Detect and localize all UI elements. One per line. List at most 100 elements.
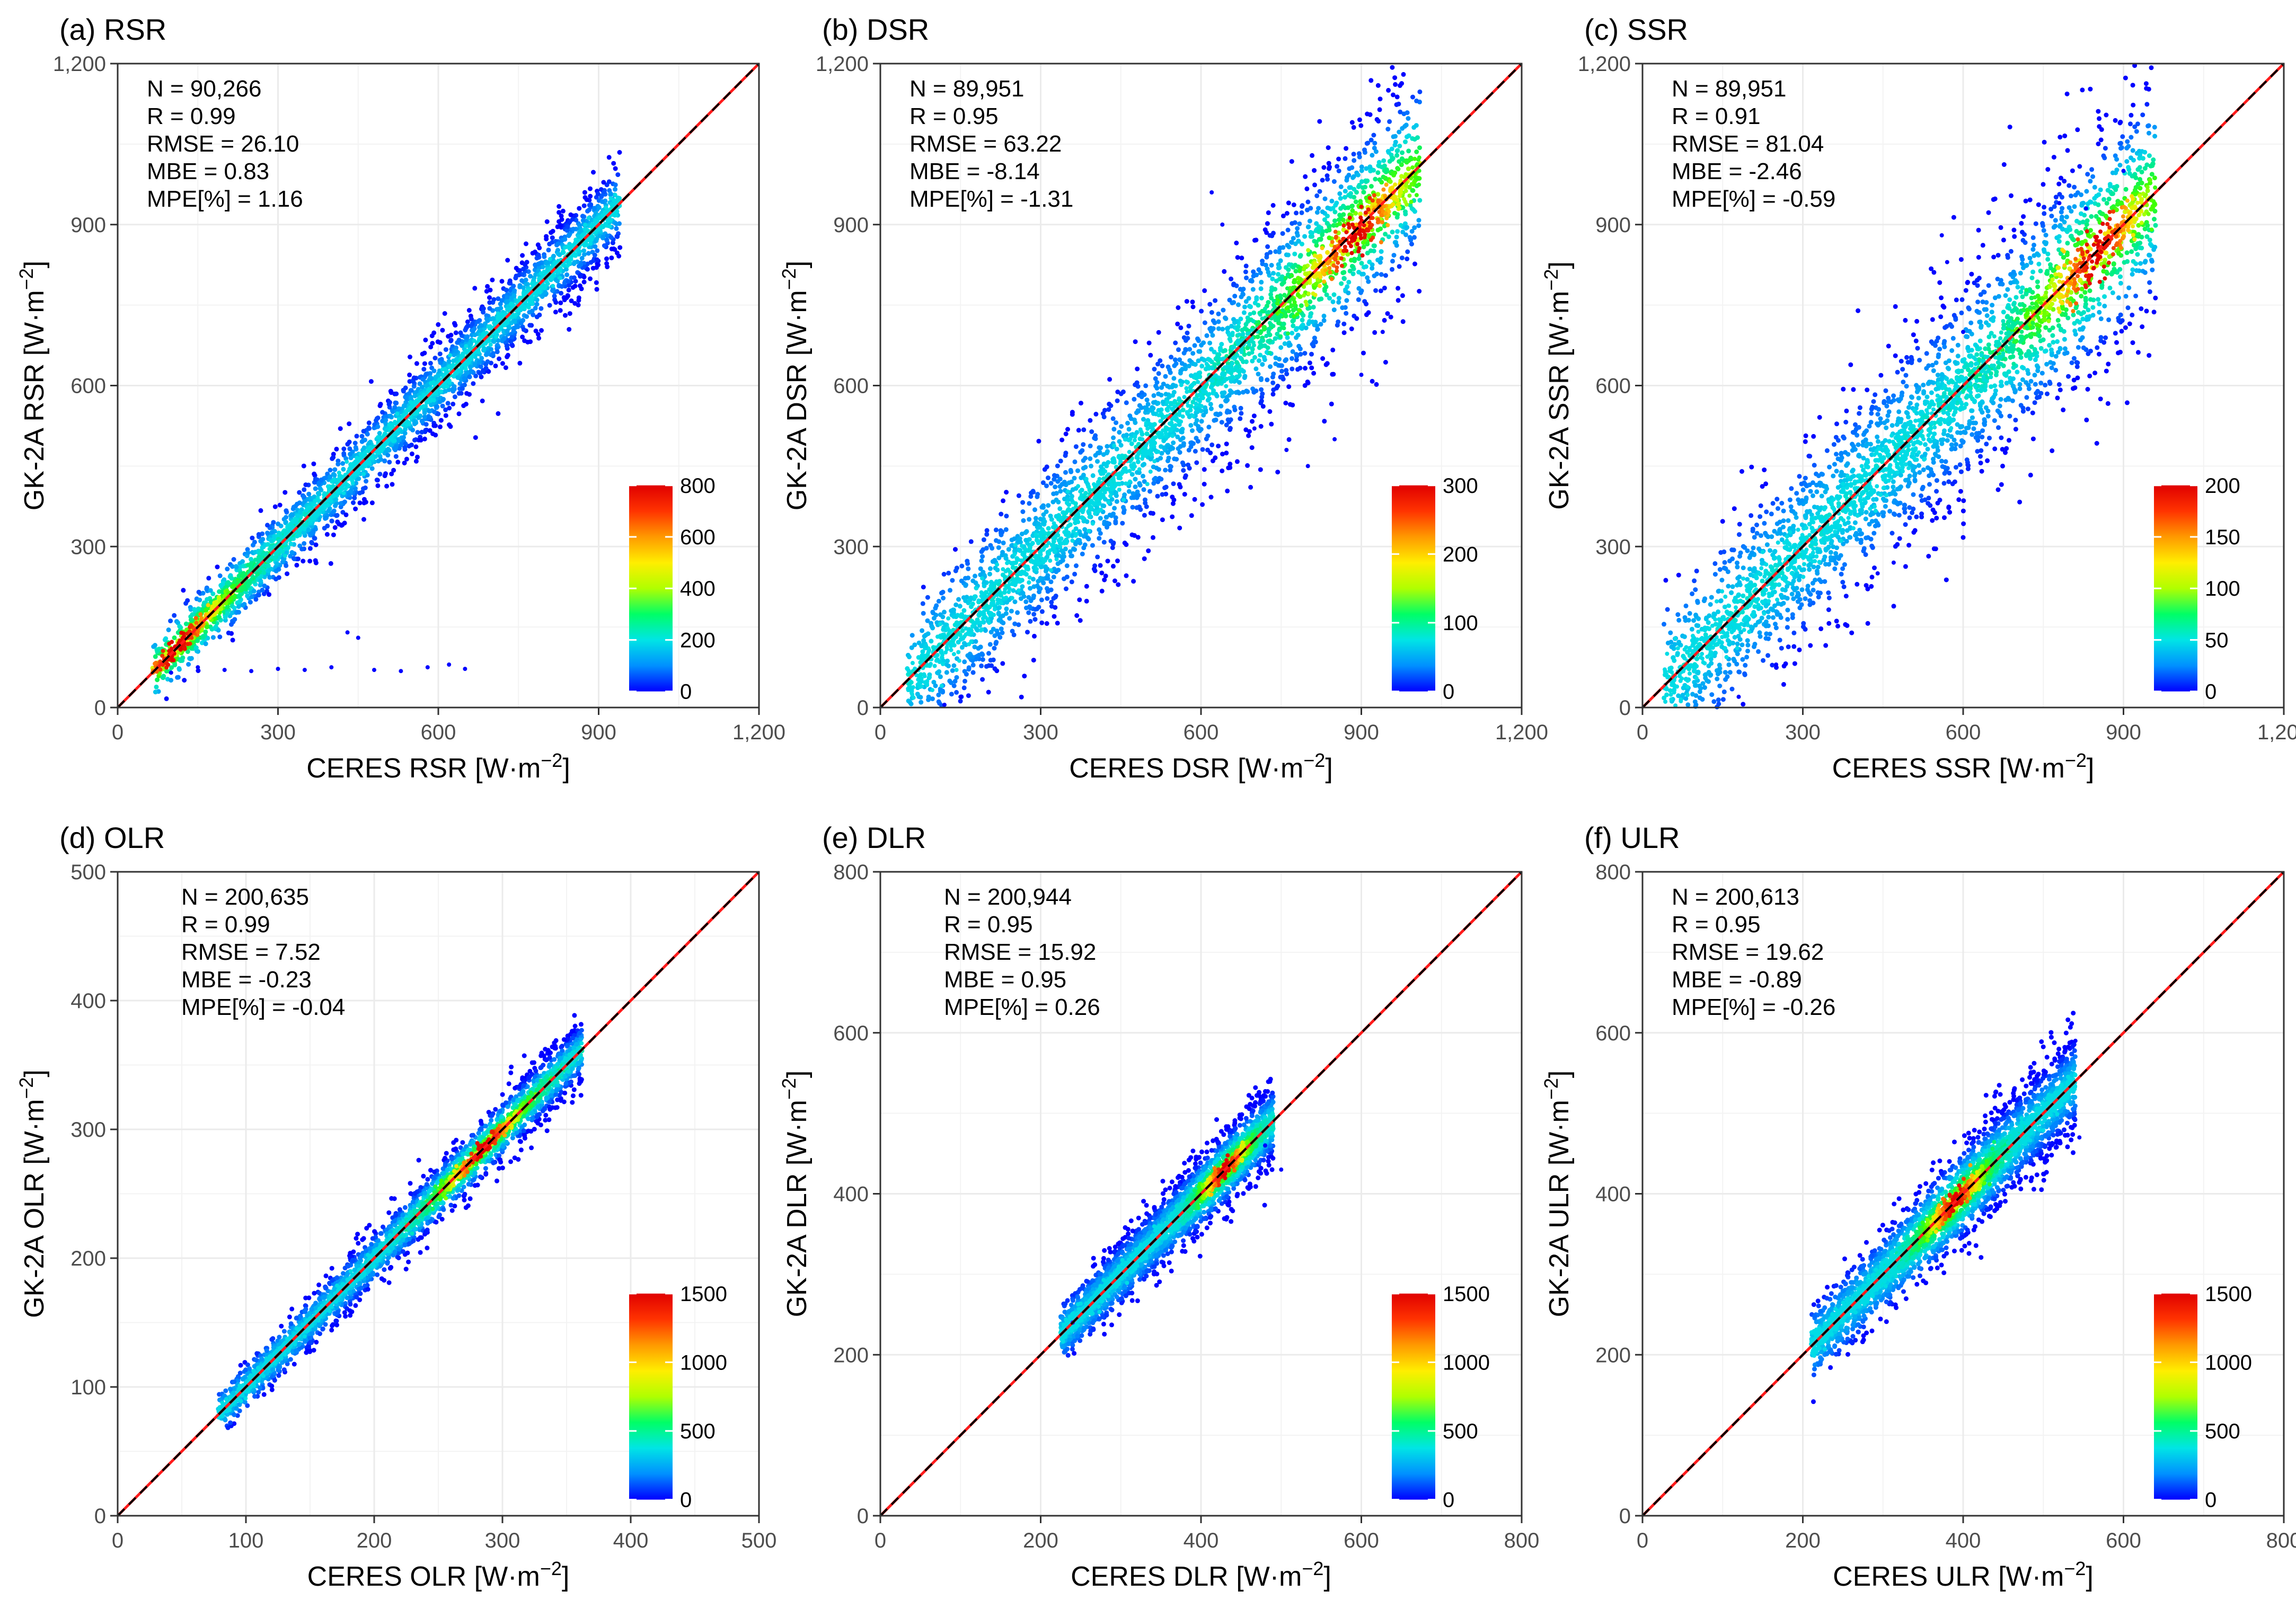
density-point — [380, 410, 385, 415]
density-point — [443, 367, 447, 372]
density-point — [1396, 286, 1401, 291]
density-point — [595, 248, 600, 253]
density-point — [505, 354, 510, 359]
density-point — [383, 418, 388, 423]
density-point — [1063, 546, 1068, 552]
stats-line: MPE[%] = 1.16 — [147, 186, 303, 212]
density-point — [1385, 127, 1391, 132]
density-point — [1390, 267, 1394, 272]
density-point — [408, 355, 412, 359]
density-point — [1063, 450, 1068, 456]
density-point — [1117, 430, 1122, 435]
density-point — [413, 458, 419, 464]
density-point — [608, 235, 614, 240]
density-point — [1097, 445, 1102, 450]
density-point — [1190, 351, 1196, 356]
density-point — [1178, 325, 1184, 330]
density-point — [176, 666, 182, 671]
density-point — [1055, 621, 1060, 626]
density-point — [214, 599, 219, 604]
density-point — [1172, 357, 1178, 363]
density-point — [1397, 264, 1402, 269]
density-point — [559, 213, 564, 218]
density-point — [306, 491, 312, 497]
density-point — [439, 389, 444, 394]
x-tick-label: 1,200 — [732, 721, 785, 744]
density-point — [1395, 166, 1400, 171]
density-point — [1390, 259, 1395, 264]
density-point — [253, 558, 258, 562]
density-point — [1415, 135, 1420, 140]
colorbar-tick-label: 600 — [680, 526, 716, 549]
density-point — [249, 556, 253, 562]
density-point — [1368, 78, 1374, 83]
stats-line: RMSE = 26.10 — [147, 131, 299, 157]
density-point — [277, 502, 282, 508]
density-point — [547, 303, 552, 308]
density-point — [595, 191, 601, 197]
density-point — [599, 199, 605, 204]
density-point — [1377, 177, 1382, 182]
density-point — [1372, 330, 1377, 335]
outlier-point — [249, 669, 254, 674]
density-point — [402, 403, 407, 408]
density-point — [1073, 444, 1079, 449]
density-point — [954, 675, 959, 680]
density-point — [1406, 166, 1411, 172]
y-tick-label: 1,200 — [53, 52, 106, 76]
density-point — [617, 150, 622, 155]
density-point — [1093, 411, 1099, 417]
density-point — [594, 280, 599, 285]
density-point — [270, 545, 274, 550]
density-point — [1195, 336, 1200, 341]
density-point — [1125, 420, 1130, 426]
density-point — [1371, 132, 1376, 138]
density-point — [1322, 196, 1328, 201]
density-point — [1199, 308, 1204, 314]
density-point — [454, 348, 459, 353]
density-point — [1307, 218, 1312, 224]
density-point — [206, 576, 211, 581]
density-point — [496, 306, 501, 312]
stats-line: N = 90,266 — [147, 76, 262, 102]
density-point — [312, 471, 317, 476]
stats-line: MBE = 0.83 — [147, 158, 269, 184]
density-point — [331, 455, 336, 460]
density-point — [402, 461, 407, 466]
density-point — [1072, 571, 1078, 577]
density-point — [467, 374, 472, 379]
density-point — [384, 483, 390, 489]
density-point — [485, 284, 490, 289]
density-point — [1019, 694, 1024, 700]
density-point — [1114, 499, 1119, 504]
density-point — [566, 233, 571, 238]
density-point — [466, 308, 472, 313]
density-point — [267, 592, 272, 597]
density-point — [419, 429, 425, 435]
density-point — [1271, 271, 1276, 276]
density-point — [594, 265, 599, 270]
density-point — [246, 562, 251, 567]
density-point — [297, 528, 302, 532]
density-point — [389, 471, 394, 476]
density-point — [198, 612, 203, 617]
density-point — [458, 391, 464, 396]
density-point — [604, 223, 609, 228]
density-point — [1405, 257, 1410, 261]
density-point — [331, 532, 336, 537]
density-point — [172, 662, 178, 668]
density-point — [517, 360, 523, 366]
density-point — [453, 330, 458, 335]
density-point — [1202, 288, 1207, 293]
density-point — [553, 310, 558, 315]
chart-panel: (a) RSR003003006006009009001,2001,200CER… — [15, 13, 785, 784]
density-point — [607, 216, 612, 221]
density-point — [557, 219, 562, 224]
density-point — [189, 656, 194, 661]
density-point — [1299, 210, 1304, 215]
density-point — [186, 662, 191, 667]
y-axis-unit: [W·m — [19, 290, 50, 356]
density-point — [1260, 391, 1265, 396]
density-point — [200, 634, 206, 639]
density-point — [1266, 210, 1271, 215]
